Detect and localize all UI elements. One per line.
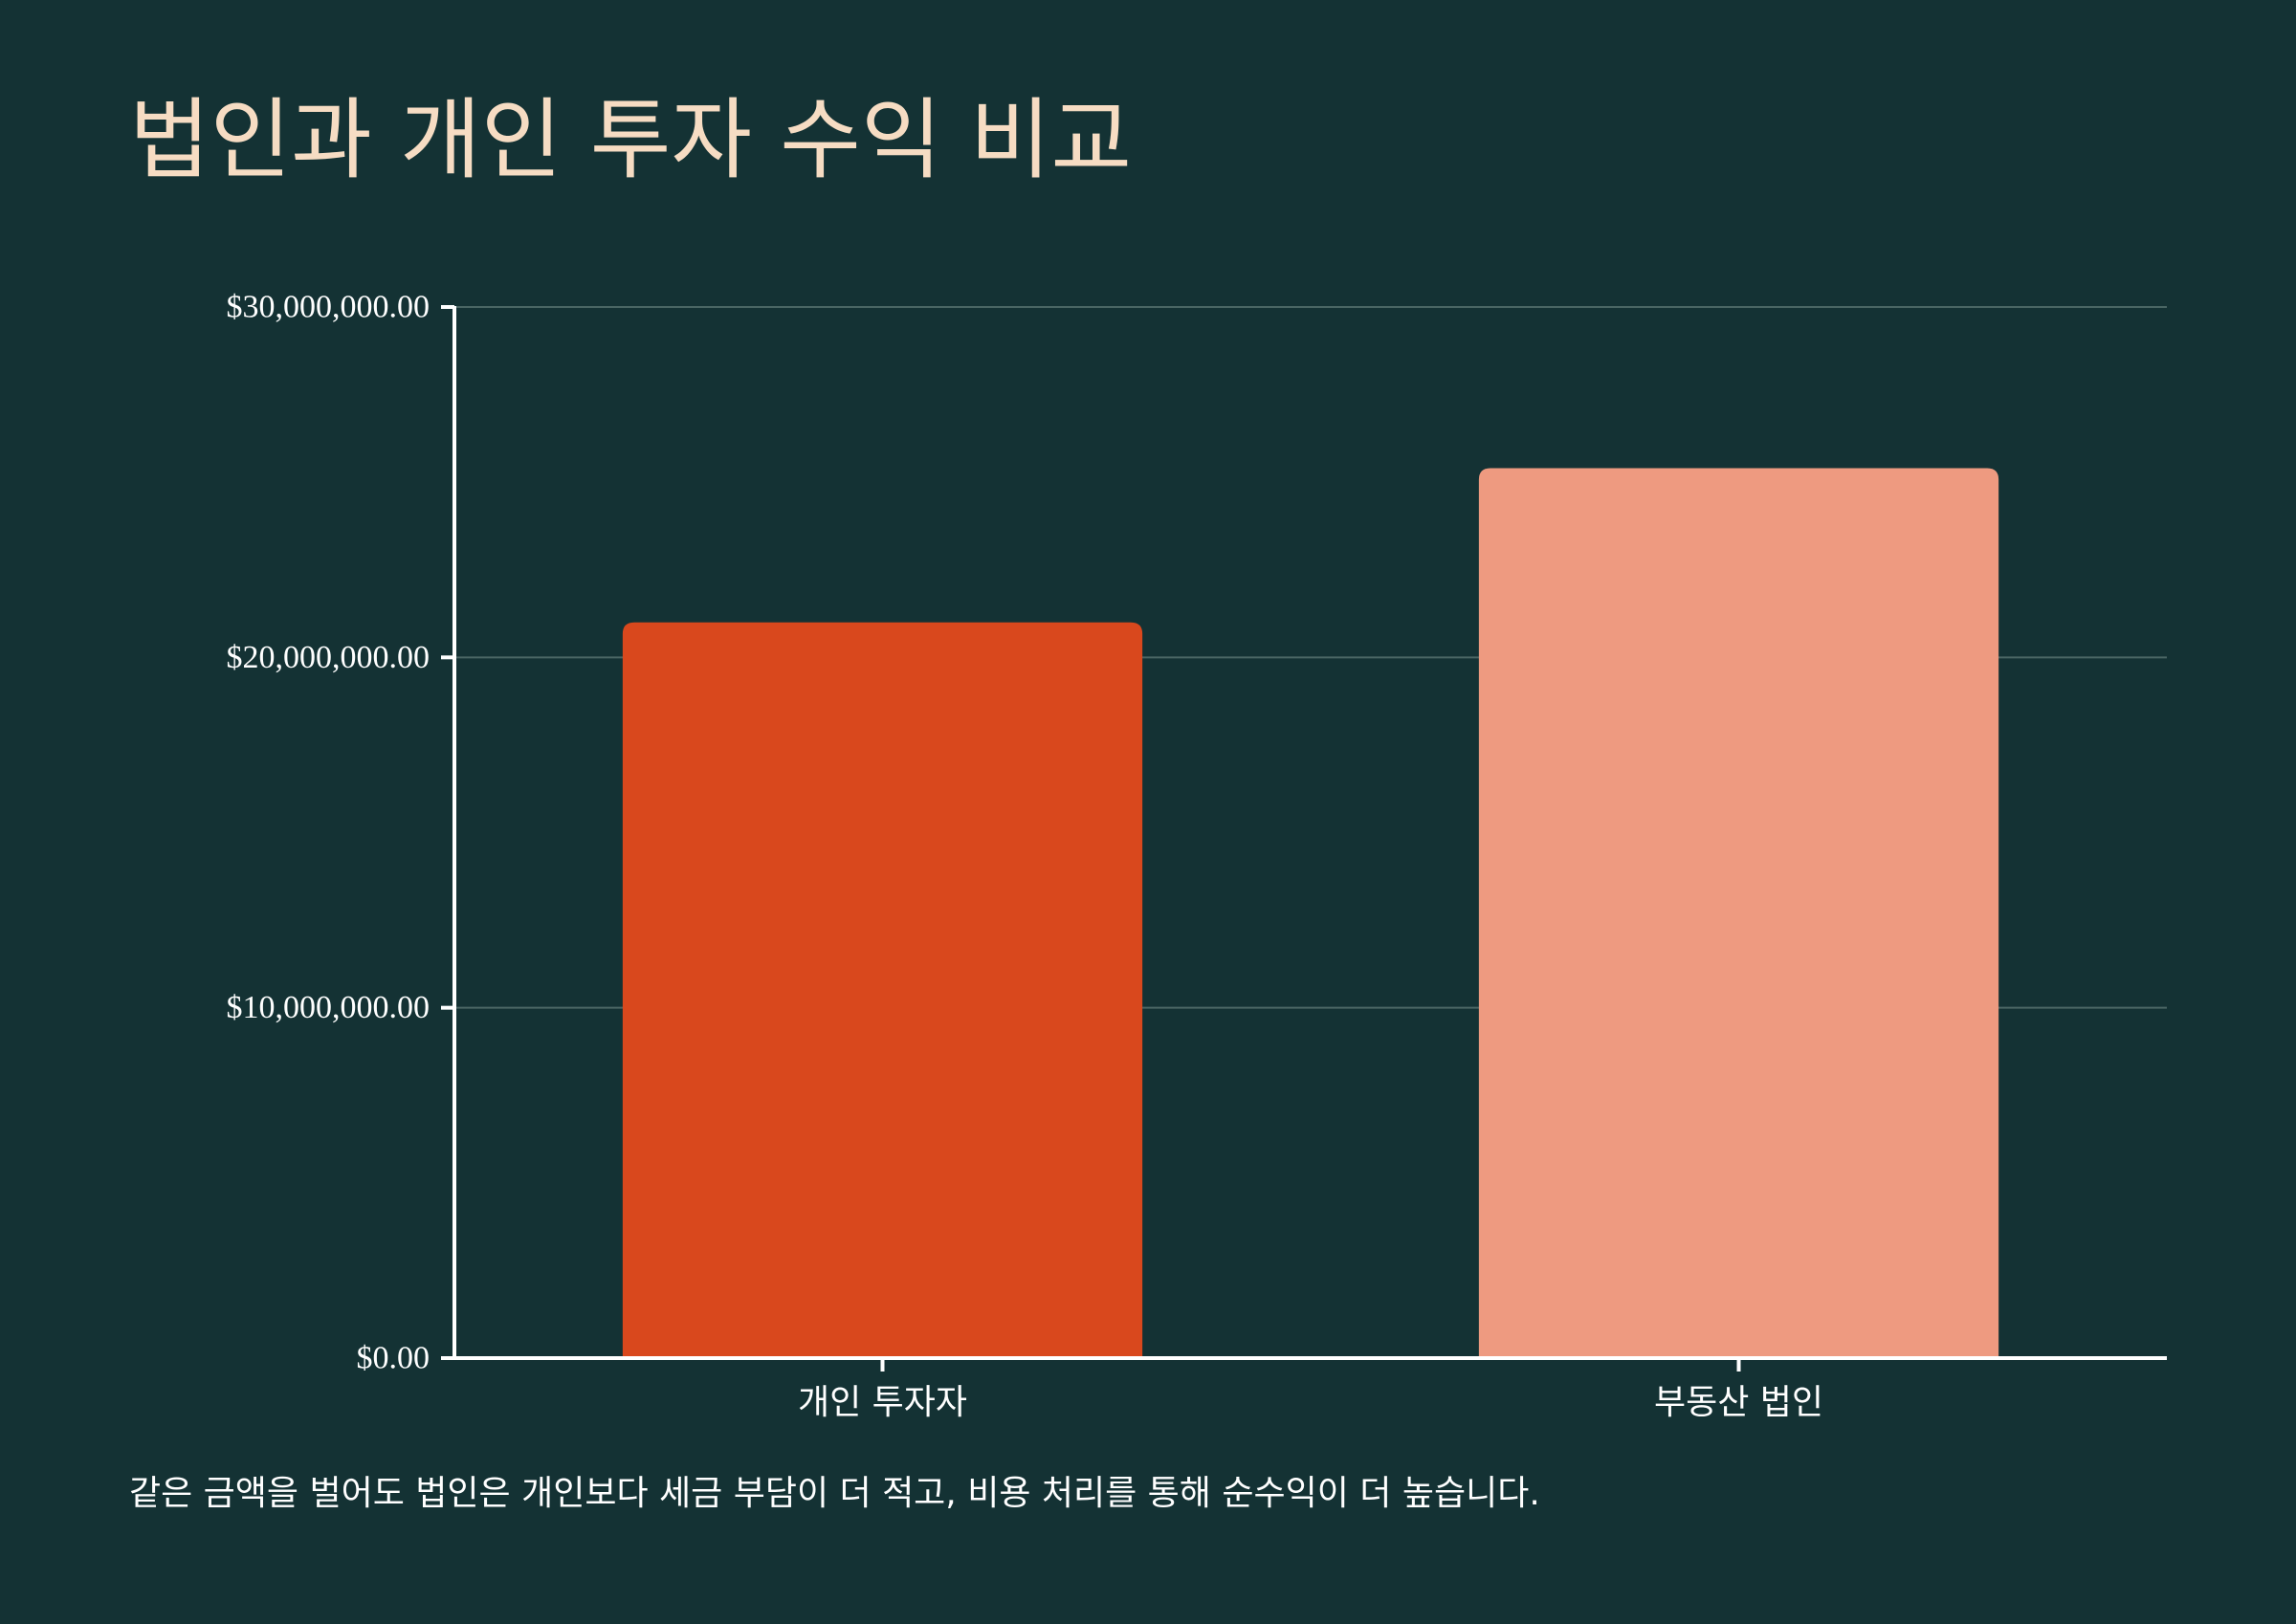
chart-title: 법인과 개인 투자 수익 비교: [129, 89, 1133, 191]
x-ticks: 개인 투자자 부동산 법인: [798, 1358, 1823, 1422]
x-tick-label: 부동산 법인: [1654, 1383, 1823, 1422]
bar: [622, 622, 1143, 1358]
y-ticks: $0.00 $10,000,000.00 $20,000,000.00 $30,000…: [227, 290, 454, 1376]
y-tick-label: $20,000,000.00: [227, 640, 430, 675]
chart-caption: 같은 금액을 벌어도 법인은 개인보다 세금 부담이 더 적고, 비용 처리를 …: [129, 1474, 1540, 1513]
x-tick-label: 개인 투자자: [798, 1383, 967, 1422]
bars: [622, 468, 1999, 1359]
axes: [453, 306, 2167, 1360]
y-tick-label: $30,000,000.00: [227, 290, 430, 325]
bar: [1478, 468, 1999, 1359]
y-tick-label: $10,000,000.00: [227, 990, 430, 1025]
y-tick-label: $0.00: [357, 1341, 430, 1376]
